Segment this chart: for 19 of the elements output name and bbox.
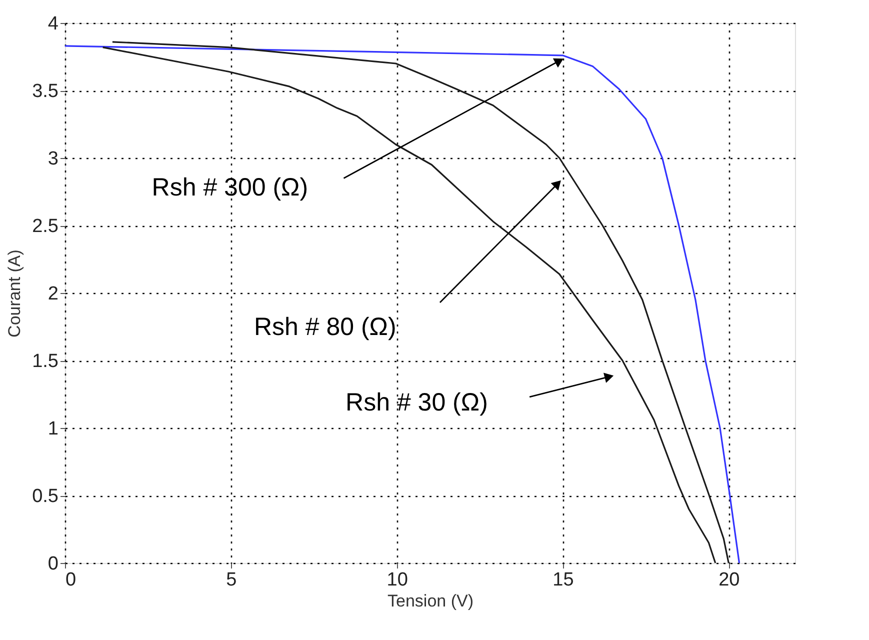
x-axis-title: Tension (V): [388, 592, 474, 610]
y-tick-label: 1: [48, 418, 58, 440]
x-tick-label: 0: [66, 570, 76, 590]
y-tick-label: 0: [48, 554, 58, 574]
y-tick-label: 3.5: [32, 81, 58, 102]
y-tick-label: 2.5: [32, 216, 58, 237]
y-tick-label: 0.5: [32, 486, 58, 507]
x-tick-label: 10: [386, 570, 408, 590]
y-tick-label: 3: [48, 148, 58, 170]
x-tick-label: 20: [718, 570, 740, 590]
x-tick-label: 15: [552, 570, 574, 590]
y-tick-label: 2: [48, 284, 58, 304]
annotation: Rsh # 30 (Ω): [346, 388, 488, 416]
y-tick-label: 1.5: [32, 351, 58, 372]
y-tick-label: 4: [48, 14, 59, 34]
annotation: Rsh # 300 (Ω): [152, 174, 308, 202]
y-axis-title: Courant (A): [5, 250, 24, 338]
x-tick-label: 5: [226, 570, 237, 590]
annotation: Rsh # 80 (Ω): [254, 312, 396, 341]
